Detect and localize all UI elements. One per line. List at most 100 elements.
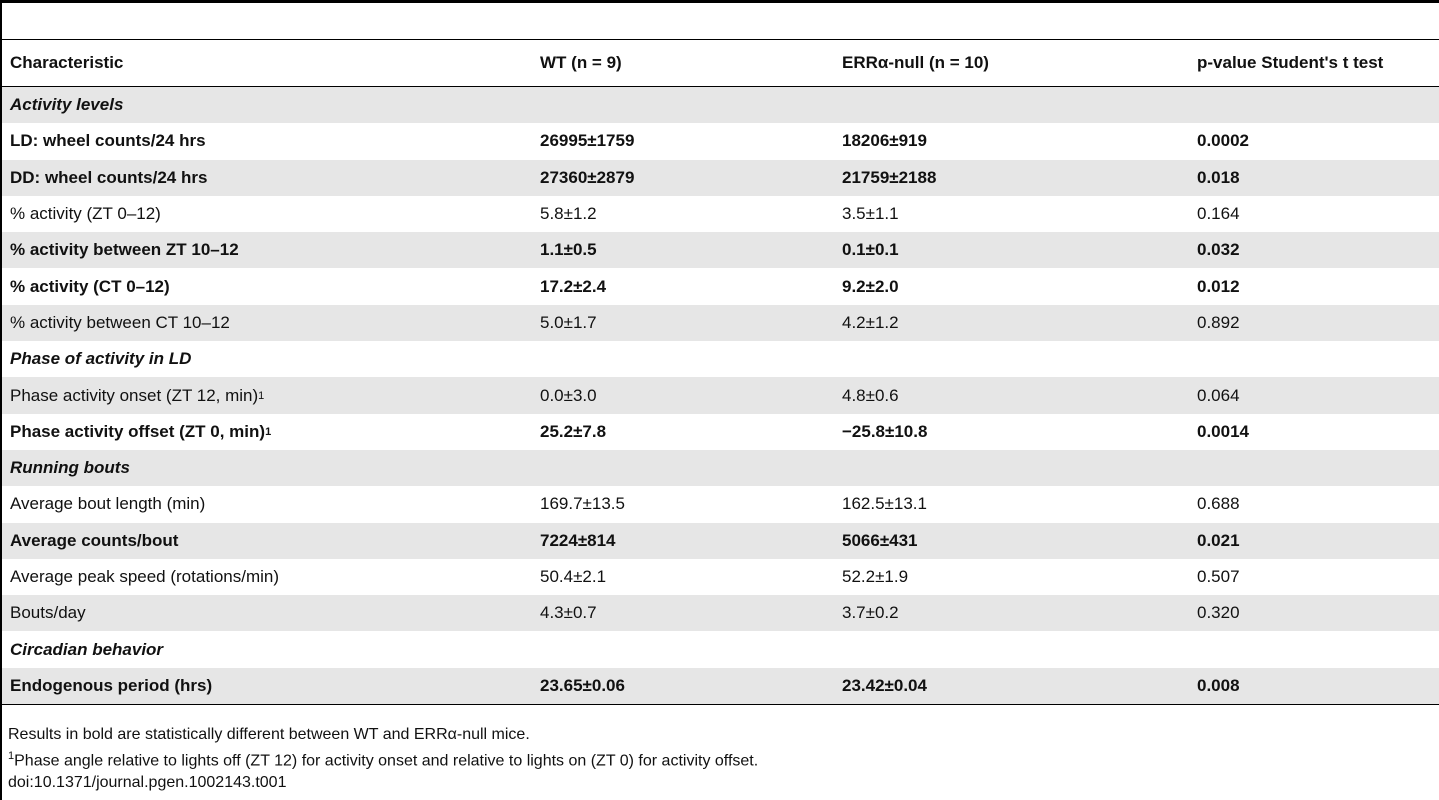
cell-text: Phase activity onset (ZT 12, min) — [10, 385, 259, 405]
cell-text: 0.0014 — [1197, 421, 1249, 441]
section-label: Activity levels — [10, 95, 124, 115]
value-cell: 0.0014 — [1197, 414, 1249, 450]
section-row: Running bouts — [2, 450, 1439, 487]
cell-text: Bouts/day — [10, 603, 86, 623]
value-cell: 5066±431 — [842, 523, 918, 559]
cell-text: 0.507 — [1197, 567, 1240, 587]
value-cell: 169.7±13.5 — [540, 486, 625, 522]
footnote: 1Phase angle relative to lights off (ZT … — [8, 750, 758, 770]
value-cell: 0.320 — [1197, 595, 1240, 631]
cell-text: Phase activity offset (ZT 0, min) — [10, 421, 266, 441]
value-cell: 0.892 — [1197, 305, 1240, 341]
cell-text: 1.1±0.5 — [540, 240, 597, 260]
cell-text: 0.164 — [1197, 204, 1240, 224]
cell-text: 0.0002 — [1197, 131, 1249, 151]
cell-text: 50.4±2.1 — [540, 567, 607, 587]
value-cell: 3.7±0.2 — [842, 595, 899, 631]
cell-text: 18206±919 — [842, 131, 927, 151]
value-cell: 17.2±2.4 — [540, 269, 606, 305]
row-label: % activity between ZT 10–12 — [10, 232, 239, 268]
cell-text: % activity between ZT 10–12 — [10, 240, 239, 260]
cell-text: Average peak speed (rotations/min) — [10, 567, 280, 587]
cell-text: 0.064 — [1197, 385, 1240, 405]
value-cell: 0.008 — [1197, 668, 1240, 704]
cell-text: 0.008 — [1197, 675, 1240, 695]
header-cell: Characteristic — [10, 53, 124, 72]
cell-text: −25.8±10.8 — [842, 421, 928, 441]
cell-text: 52.2±1.9 — [842, 567, 909, 587]
cell-text: 3.7±0.2 — [842, 603, 899, 623]
value-cell: 21759±2188 — [842, 160, 936, 196]
value-cell: 162.5±13.1 — [842, 486, 927, 522]
section-label: Phase of activity in LD — [10, 349, 192, 369]
value-cell: 1.1±0.5 — [540, 232, 597, 268]
cell-text: 4.3±0.7 — [540, 603, 597, 623]
value-cell: 23.42±0.04 — [842, 668, 927, 704]
value-cell: 26995±1759 — [540, 123, 634, 159]
cell-text: 23.42±0.04 — [842, 675, 927, 695]
cell-text: 0.018 — [1197, 167, 1240, 187]
header-cell: WT (n = 9) — [540, 53, 622, 72]
top-rule — [2, 0, 1439, 3]
data-row: Phase activity offset (ZT 0, min) 1 25.2±7… — [2, 414, 1439, 450]
cell-text: 0.892 — [1197, 312, 1240, 332]
cell-text: 0.0±3.0 — [540, 385, 597, 405]
row-label: Average bout length (min) — [10, 486, 205, 522]
cell-text: 25.2±7.8 — [540, 421, 607, 441]
footnote-marker: 1 — [8, 750, 15, 762]
cell-text: 5066±431 — [842, 530, 918, 550]
footnote-marker: 1 — [265, 425, 272, 438]
footnote-text: Results in bold are statistically differ… — [8, 726, 530, 743]
row-label: Average peak speed (rotations/min) — [10, 559, 279, 595]
cell-text: % activity (ZT 0–12) — [10, 204, 161, 224]
cell-text: 17.2±2.4 — [540, 276, 607, 296]
footnote-marker: 1 — [258, 389, 265, 402]
header-cell: p-value Student's t test — [1197, 53, 1384, 72]
data-row: Average counts/bout 7224±814 5066±431 0.021 — [2, 522, 1439, 559]
value-cell: −25.8±10.8 — [842, 414, 927, 450]
cell-text: 0.012 — [1197, 276, 1240, 296]
cell-text: 169.7±13.5 — [540, 494, 625, 514]
rule — [2, 39, 1439, 40]
value-cell: 27360±2879 — [540, 160, 634, 196]
data-row: Phase activity onset (ZT 12, min) 1 0.0±3.… — [2, 377, 1439, 414]
data-row: DD: wheel counts/24 hrs 27360±2879 21759±2… — [2, 159, 1439, 196]
cell-text: 0.021 — [1197, 530, 1240, 550]
cell-text: 7224±814 — [540, 530, 616, 550]
value-cell: 0.688 — [1197, 486, 1240, 522]
value-cell: 0.012 — [1197, 269, 1240, 305]
cell-text: 0.032 — [1197, 240, 1240, 260]
value-cell: 0.0±3.0 — [540, 377, 597, 413]
cell-text: 162.5±13.1 — [842, 494, 927, 514]
cell-text: 27360±2879 — [540, 167, 635, 187]
data-row: % activity between ZT 10–12 1.1±0.5 0.1±0.… — [2, 232, 1439, 269]
row-label: DD: wheel counts/24 hrs — [10, 160, 207, 196]
rule — [2, 86, 1439, 87]
cell-text: 5.0±1.7 — [540, 312, 597, 332]
cell-text: 0.688 — [1197, 494, 1240, 514]
cell-text: 26995±1759 — [540, 131, 635, 151]
cell-text: Endogenous period (hrs) — [10, 675, 213, 695]
cell-text: 23.65±0.06 — [540, 675, 625, 695]
row-label: Phase activity offset (ZT 0, min) 1 — [10, 414, 271, 450]
section-label: Running bouts — [10, 458, 130, 478]
row-label: Bouts/day — [10, 595, 86, 631]
section-row: Phase of activity in LD — [2, 341, 1439, 377]
data-row: Average peak speed (rotations/min) 50.4±2… — [2, 559, 1439, 595]
footnote: doi:10.1371/journal.pgen.1002143.t001 — [8, 774, 286, 792]
cell-text: 9.2±2.0 — [842, 276, 899, 296]
cell-text: LD: wheel counts/24 hrs — [10, 131, 206, 151]
header-cell: ERRα-null (n = 10) — [842, 53, 989, 72]
cell-text: 21759±2188 — [842, 167, 937, 187]
value-cell: 0.0002 — [1197, 123, 1249, 159]
value-cell: 0.507 — [1197, 559, 1240, 595]
value-cell: 0.018 — [1197, 160, 1240, 196]
row-label: Average counts/bout — [10, 523, 178, 559]
footnote: Results in bold are statistically differ… — [8, 726, 530, 744]
value-cell: 5.8±1.2 — [540, 196, 597, 232]
cell-text: Average counts/bout — [10, 530, 179, 550]
row-label: Endogenous period (hrs) — [10, 668, 212, 704]
value-cell: 9.2±2.0 — [842, 269, 899, 305]
section-label: Circadian behavior — [10, 639, 164, 659]
